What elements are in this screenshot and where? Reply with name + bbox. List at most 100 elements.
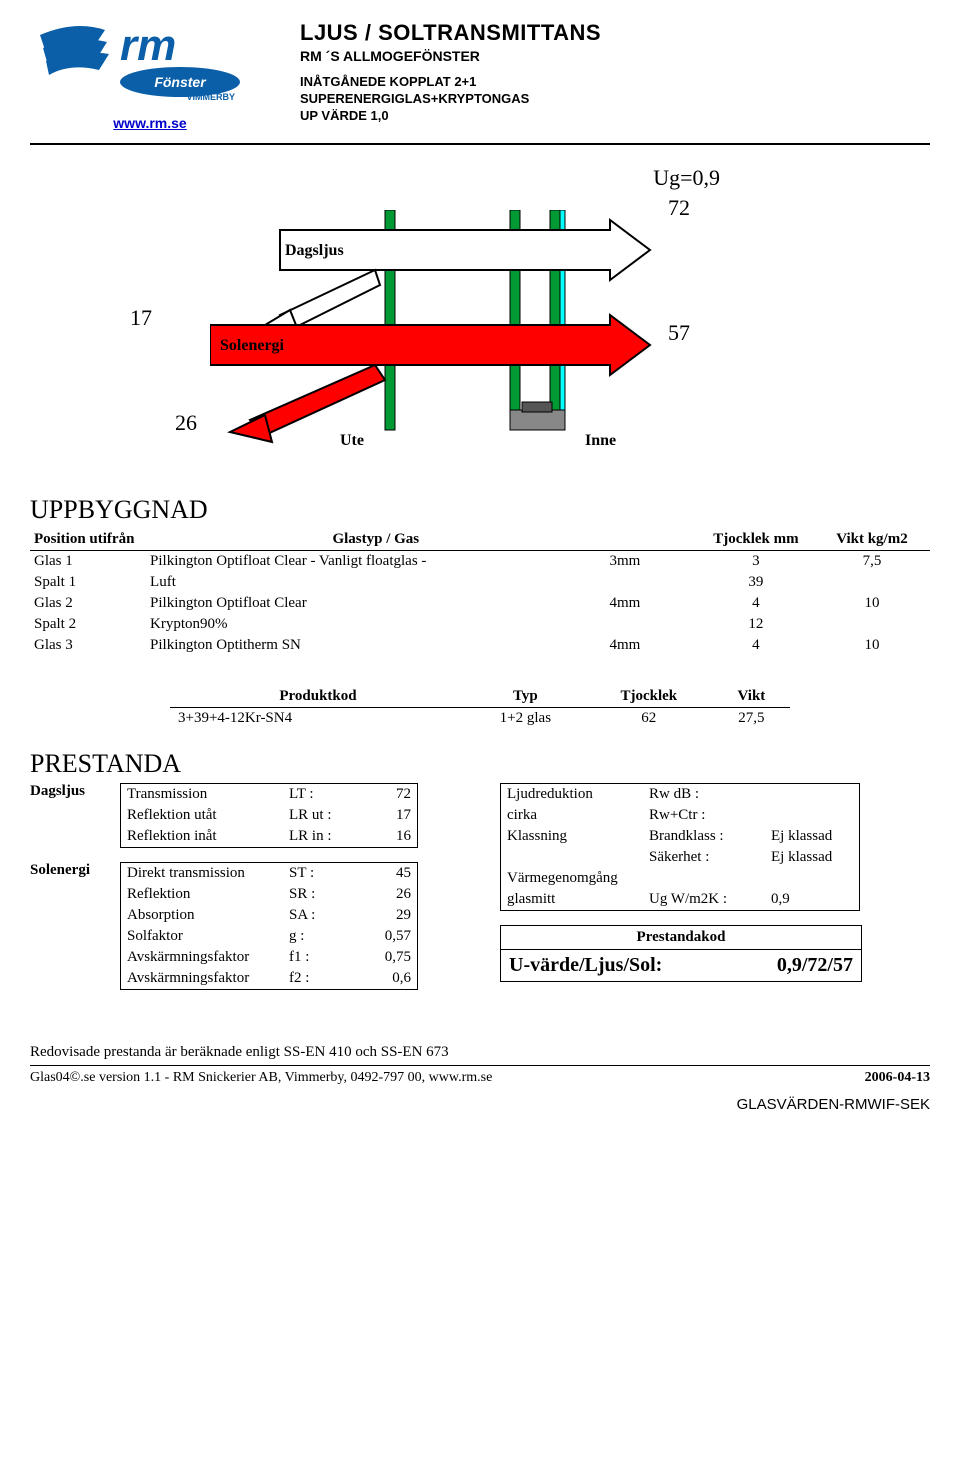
cell-dim: 4mm xyxy=(606,635,698,656)
cell-typ: Krypton90% xyxy=(146,614,605,635)
cell-val: Ej klassad xyxy=(765,826,860,847)
cell-dim xyxy=(606,572,698,593)
cell-val: 45 xyxy=(355,863,418,885)
col-dim xyxy=(606,529,698,551)
cell-vikt: 27,5 xyxy=(713,708,790,730)
cell-pos: Glas 1 xyxy=(30,551,146,573)
uppbyggnad-table: Position utifrån Glastyp / Gas Tjocklek … xyxy=(30,529,930,656)
table-row: Reflektion inåt LR in : 16 xyxy=(121,826,418,848)
logo-icon: rm Fönster VIMMERBY xyxy=(35,20,265,110)
cell-val: 0,6 xyxy=(355,968,418,990)
cell-sym: SA : xyxy=(283,905,355,926)
table-row: Säkerhet : Ej klassad xyxy=(501,847,860,868)
diagram-value-bottom: 26 xyxy=(175,410,197,436)
prestandakod-heading: Prestandakod xyxy=(501,926,861,950)
footer-note: Redovisade prestanda är beräknade enligt… xyxy=(30,1044,930,1061)
diagram-svg: Dagsljus Solenergi Ute Inne xyxy=(210,210,730,450)
cell-vikt xyxy=(814,614,930,635)
cell-sym: LR ut : xyxy=(283,805,355,826)
cell-val: 0,75 xyxy=(355,947,418,968)
cell-name: Solfaktor xyxy=(121,926,284,947)
cell-typ: Luft xyxy=(146,572,605,593)
table-row: Ljudreduktion Rw dB : xyxy=(501,784,860,806)
cell-tj: 4 xyxy=(698,635,814,656)
cell-val xyxy=(765,868,860,889)
cell-val: 29 xyxy=(355,905,418,926)
table-row: cirka Rw+Ctr : xyxy=(501,805,860,826)
cell-val: 16 xyxy=(355,826,418,848)
cell-sym: SR : xyxy=(283,884,355,905)
table-row: Glas 2 Pilkington Optifloat Clear 4mm 4 … xyxy=(30,593,930,614)
cell-name: Transmission xyxy=(121,784,284,806)
page-subtitle: RM ´S ALLMOGEFÖNSTER xyxy=(300,48,930,64)
cell-tj: 39 xyxy=(698,572,814,593)
diagram-value-left: 17 xyxy=(130,305,152,331)
col-produktkod: Produktkod xyxy=(170,686,466,708)
cell-name: glasmitt xyxy=(501,889,644,911)
cell-name: Absorption xyxy=(121,905,284,926)
cell-sym: Brandklass : xyxy=(643,826,765,847)
cell-sym: ST : xyxy=(283,863,355,885)
table-row: Reflektion utåt LR ut : 17 xyxy=(121,805,418,826)
cell-dim xyxy=(606,614,698,635)
svg-text:Dagsljus: Dagsljus xyxy=(285,242,344,259)
title-block: LJUS / SOLTRANSMITTANS RM ´S ALLMOGEFÖNS… xyxy=(300,20,930,125)
cell-name: Reflektion xyxy=(121,884,284,905)
footer-left: Glas04©.se version 1.1 - RM Snickerier A… xyxy=(30,1070,492,1086)
table-row: Solfaktor g : 0,57 xyxy=(121,926,418,947)
prestandakod-value: 0,9/72/57 xyxy=(777,954,853,977)
cell-vikt: 7,5 xyxy=(814,551,930,573)
cell-val: 26 xyxy=(355,884,418,905)
table-row: Glas 3 Pilkington Optitherm SN 4mm 4 10 xyxy=(30,635,930,656)
svg-text:Fönster: Fönster xyxy=(154,74,207,90)
table-row: Direkt transmission ST : 45 xyxy=(121,863,418,885)
table-row: Transmission LT : 72 xyxy=(121,784,418,806)
cell-name: Avskärmningsfaktor xyxy=(121,968,284,990)
svg-text:rm: rm xyxy=(120,21,176,70)
cell-sym: Ug W/m2K : xyxy=(643,889,765,911)
prestanda-section: Dagsljus Transmission LT : 72Reflektion … xyxy=(30,783,930,1004)
cell-sym: LT : xyxy=(283,784,355,806)
prestandakod-label: U-värde/Ljus/Sol: xyxy=(509,954,662,977)
logo-url-link[interactable]: www.rm.se xyxy=(113,115,186,131)
cell-dim: 4mm xyxy=(606,593,698,614)
window-diagram: Ug=0,9 72 17 57 26 Dagsljus Solenergi Ut… xyxy=(100,165,860,465)
cell-vikt xyxy=(814,572,930,593)
cell-tj: 62 xyxy=(585,708,713,730)
table-row: Spalt 1 Luft 39 xyxy=(30,572,930,593)
cell-name: Värmegenomgång xyxy=(501,868,644,889)
cell-vikt: 10 xyxy=(814,635,930,656)
table-row: Glas 1 Pilkington Optifloat Clear - Vanl… xyxy=(30,551,930,573)
cell-tj: 3 xyxy=(698,551,814,573)
table-row: Värmegenomgång xyxy=(501,868,860,889)
cell-sym: g : xyxy=(283,926,355,947)
ug-value: Ug=0,9 xyxy=(653,165,720,191)
table-row: glasmitt Ug W/m2K : 0,9 xyxy=(501,889,860,911)
cell-sym: Rw dB : xyxy=(643,784,765,806)
cell-val: 17 xyxy=(355,805,418,826)
cell-name: Avskärmningsfaktor xyxy=(121,947,284,968)
svg-text:Ute: Ute xyxy=(340,432,364,449)
cell-sym: Säkerhet : xyxy=(643,847,765,868)
cell-name: Direkt transmission xyxy=(121,863,284,885)
cell-sym: Rw+Ctr : xyxy=(643,805,765,826)
col-vikt: Vikt kg/m2 xyxy=(814,529,930,551)
header: rm Fönster VIMMERBY www.rm.se LJUS / SOL… xyxy=(30,20,930,133)
divider xyxy=(30,1065,930,1066)
solenergi-table: Direkt transmission ST : 45Reflektion SR… xyxy=(120,862,418,990)
table-row: Spalt 2 Krypton90% 12 xyxy=(30,614,930,635)
cell-pos: Glas 2 xyxy=(30,593,146,614)
table-row: Avskärmningsfaktor f1 : 0,75 xyxy=(121,947,418,968)
cell-val: 0,9 xyxy=(765,889,860,911)
table-row: Absorption SA : 29 xyxy=(121,905,418,926)
col-glastyp: Glastyp / Gas xyxy=(146,529,605,551)
cell-sym xyxy=(643,868,765,889)
cell-sym: LR in : xyxy=(283,826,355,848)
cell-kod: 3+39+4-12Kr-SN4 xyxy=(170,708,466,730)
cell-val: 0,57 xyxy=(355,926,418,947)
footer-tag: GLASVÄRDEN-RMWIF-SEK xyxy=(30,1096,930,1113)
svg-text:Solenergi: Solenergi xyxy=(220,337,285,354)
page-title: LJUS / SOLTRANSMITTANS xyxy=(300,20,930,46)
spec-line-1: INÅTGÅNEDE KOPPLAT 2+1 xyxy=(300,74,930,91)
cell-sym: f2 : xyxy=(283,968,355,990)
